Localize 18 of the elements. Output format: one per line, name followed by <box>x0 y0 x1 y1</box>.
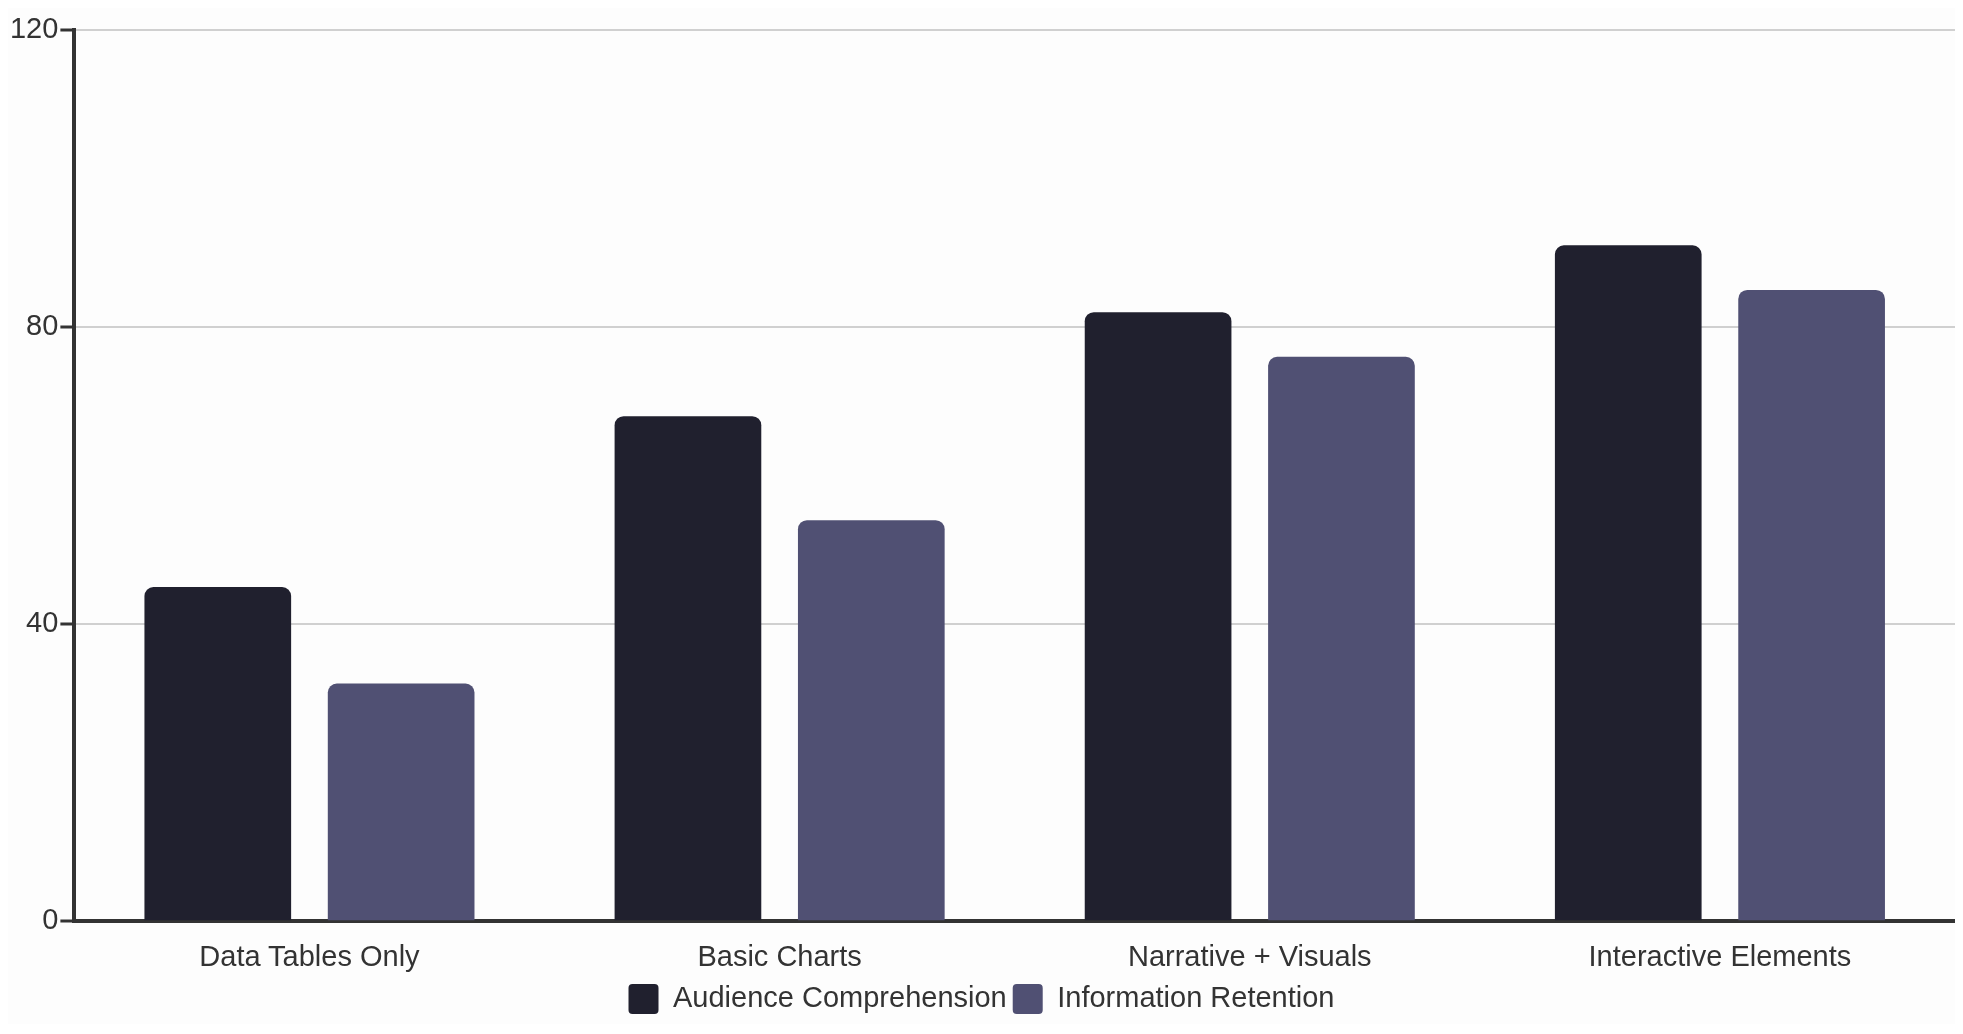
y-tick-label: 40 <box>26 606 59 639</box>
bar <box>1268 356 1415 921</box>
legend-label: Audience Comprehension <box>673 981 1007 1013</box>
x-tick-label: Narrative + Visuals <box>1127 939 1372 972</box>
x-tick-label: Data Tables Only <box>199 939 421 972</box>
x-tick-label: Basic Charts <box>697 939 862 972</box>
bar <box>327 683 475 921</box>
legend-label: Information Retention <box>1057 981 1335 1013</box>
bar <box>144 587 292 921</box>
y-tick-label: 80 <box>26 309 59 342</box>
x-tick-label: Interactive Elements <box>1588 939 1852 972</box>
bar <box>797 520 945 921</box>
y-tick-label: 120 <box>9 12 59 44</box>
bar <box>1554 245 1702 921</box>
bar <box>1084 312 1232 921</box>
bar <box>1738 289 1885 921</box>
y-tick-label: 0 <box>42 903 59 936</box>
bar <box>614 416 762 921</box>
